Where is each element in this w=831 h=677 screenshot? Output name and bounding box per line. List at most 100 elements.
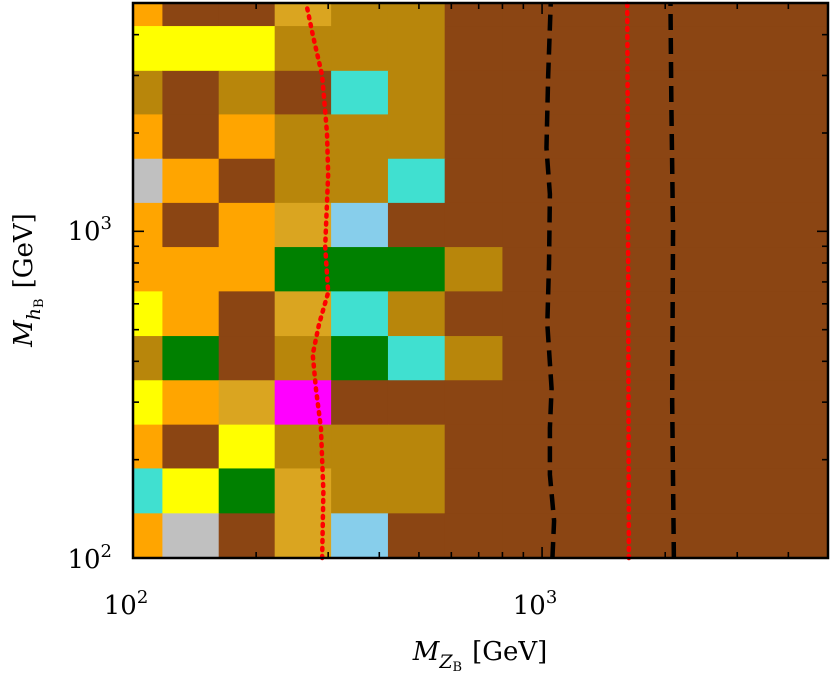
- y-tick-label-1000: 103: [67, 213, 112, 247]
- heatmap-cell: [274, 114, 332, 160]
- heatmap-cell: [502, 26, 829, 72]
- contours: [303, 0, 677, 561]
- red-dotted-contour-2: [624, 0, 632, 561]
- heatmap-cell: [274, 336, 332, 381]
- heatmap-cell: [387, 247, 446, 292]
- heatmap-cell: [387, 380, 446, 426]
- heatmap-cell: [502, 424, 829, 470]
- heatmap-cell: [274, 247, 332, 292]
- black-dashed-contour-2: [668, 2, 677, 559]
- heatmap-cell: [331, 336, 389, 381]
- heatmap-cell: [387, 70, 446, 116]
- heatmap-cell: [387, 468, 446, 514]
- heatmap-cell: [502, 291, 829, 337]
- heatmap-cell: [502, 202, 829, 248]
- heatmap-cell: [162, 3, 220, 27]
- heatmap-cell: [133, 247, 164, 292]
- heatmap-cell: [502, 468, 829, 514]
- heatmap-cell: [444, 114, 504, 160]
- heatmap-cell: [218, 247, 276, 292]
- heatmap-cell: [218, 336, 276, 381]
- heatmap-cell: [218, 291, 276, 337]
- heatmap-cell: [218, 26, 276, 72]
- heatmap-cell: [387, 513, 446, 559]
- heatmap-cell: [133, 468, 164, 514]
- heatmap-cell: [162, 114, 220, 160]
- black-dashed-contour-1: [544, 2, 557, 559]
- heatmap-cells: [133, 3, 829, 559]
- heatmap-cell: [331, 247, 389, 292]
- x-tick-label-100: 102: [104, 587, 149, 621]
- heatmap-cell: [444, 291, 504, 337]
- heatmap-cell: [274, 380, 332, 426]
- heatmap-cell: [502, 114, 829, 160]
- heatmap-cell: [133, 336, 164, 381]
- x-tick-label-1000: 103: [513, 587, 558, 621]
- heatmap-cell: [133, 3, 164, 27]
- heatmap-cell: [502, 3, 829, 27]
- heatmap-cell: [502, 158, 829, 204]
- heatmap-cell: [387, 26, 446, 72]
- heatmap-cell: [162, 424, 220, 470]
- heatmap-cell: [387, 291, 446, 337]
- heatmap-cell: [502, 70, 829, 116]
- heatmap-cell: [444, 158, 504, 204]
- heatmap-cell: [387, 158, 446, 204]
- plot-frame: [131, 1, 830, 560]
- heatmap-cell: [331, 3, 389, 27]
- heatmap-cell: [162, 70, 220, 116]
- heatmap-cell: [444, 468, 504, 514]
- y-axis-label: MhB[GeV]: [9, 213, 47, 348]
- heatmap-cell: [133, 70, 164, 116]
- red-dotted-contour-1: [303, 0, 331, 561]
- heatmap-cell: [444, 424, 504, 470]
- heatmap-cell: [331, 291, 389, 337]
- heatmap-cell: [218, 424, 276, 470]
- heatmap-cell: [502, 247, 829, 292]
- heatmap-cell: [133, 202, 164, 248]
- heatmap-cell: [331, 468, 389, 514]
- heatmap-cell: [387, 424, 446, 470]
- heatmap-cell: [162, 26, 220, 72]
- heatmap-cell: [218, 380, 276, 426]
- heatmap-cell: [218, 114, 276, 160]
- heatmap-cell: [218, 158, 276, 204]
- heatmap-cell: [444, 336, 504, 381]
- heatmap-cell: [331, 202, 389, 248]
- heatmap-cell: [444, 247, 504, 292]
- heatmap-cell: [444, 380, 504, 426]
- heatmap-cell: [274, 26, 332, 72]
- heatmap-cell: [133, 513, 164, 559]
- heatmap-cell: [274, 3, 332, 27]
- heatmap-cell: [444, 202, 504, 248]
- heatmap-cell: [331, 70, 389, 116]
- heatmap-cell: [274, 158, 332, 204]
- heatmap-cell: [331, 158, 389, 204]
- heatmap-cell: [162, 336, 220, 381]
- heatmap-cell: [133, 114, 164, 160]
- heatmap-cell: [218, 3, 276, 27]
- heatmap-cell: [218, 468, 276, 514]
- heatmap-cell: [218, 202, 276, 248]
- heatmap-cell: [162, 291, 220, 337]
- heatmap-cell: [444, 70, 504, 116]
- heatmap-cell: [162, 247, 220, 292]
- heatmap-cell: [218, 513, 276, 559]
- heatmap-cell: [133, 26, 164, 72]
- heatmap-cell: [162, 202, 220, 248]
- heatmap-cell: [387, 336, 446, 381]
- heatmap-cell: [502, 513, 829, 559]
- heatmap-cell: [274, 202, 332, 248]
- heatmap-cell: [162, 380, 220, 426]
- heatmap-cell: [133, 158, 164, 204]
- heatmap-cell: [331, 26, 389, 72]
- heatmap-cell: [274, 291, 332, 337]
- heatmap-cell: [331, 380, 389, 426]
- heatmap-cell: [387, 3, 446, 27]
- x-axis-label: MZB[GeV]: [412, 637, 548, 672]
- heatmap-cell: [502, 336, 829, 381]
- heatmap-cell: [387, 202, 446, 248]
- heatmap-cell: [331, 513, 389, 559]
- heatmap-cell: [444, 513, 504, 559]
